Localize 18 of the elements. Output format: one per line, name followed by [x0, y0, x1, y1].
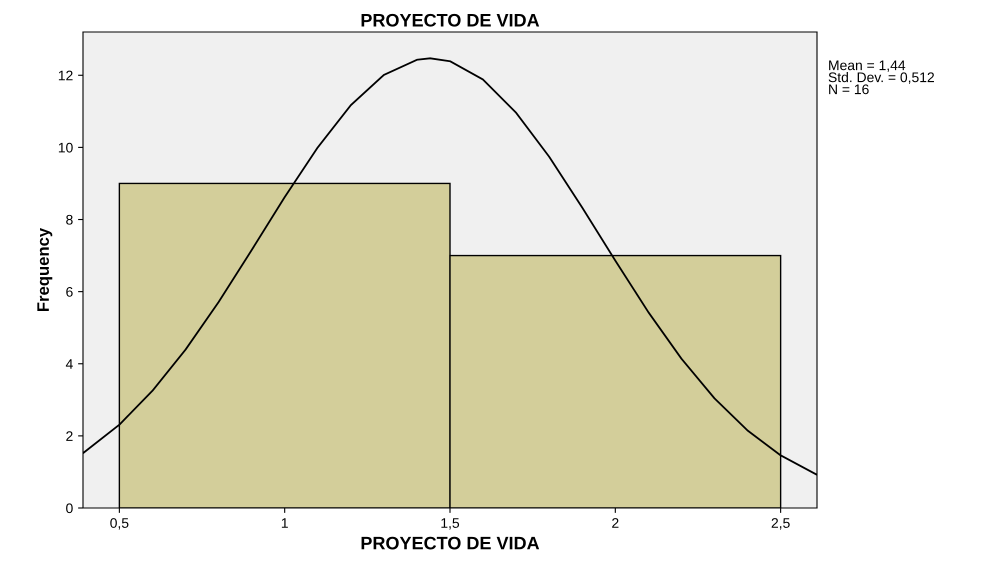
y-tick-label: 0	[66, 503, 73, 514]
chart-title: PROYECTO DE VIDA	[362, 14, 540, 27]
x-tick-label: 2,5	[772, 518, 790, 530]
x-tick-label: 1,5	[441, 518, 460, 530]
y-tick-label: 6	[66, 286, 73, 297]
y-axis-title: Frequency	[37, 228, 52, 312]
x-axis-title: PROYECTO DE VIDA	[362, 536, 540, 550]
x-tick-label: 0,5	[110, 518, 128, 530]
y-tick-label: 10	[58, 142, 73, 153]
y-tick-label: 4	[66, 359, 73, 369]
y-tick-label: 8	[66, 214, 73, 225]
text: Std. Dev. = 0,512	[828, 72, 934, 84]
y-tick-label: 2	[66, 431, 73, 441]
x-tick-label: 2	[612, 518, 618, 528]
x-tick-label: 1	[282, 518, 288, 528]
text: Mean = 1,44	[829, 60, 906, 72]
text: N = 16	[829, 84, 869, 94]
y-tick-label: 12	[58, 70, 73, 80]
